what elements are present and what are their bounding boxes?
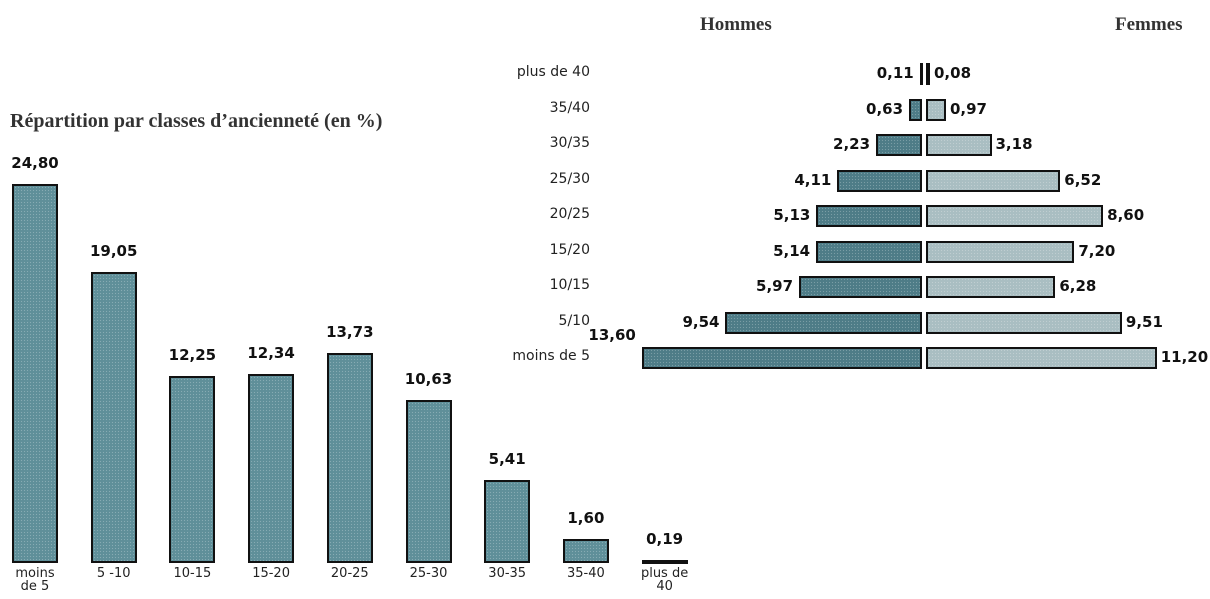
data-label: 12,34	[247, 344, 295, 363]
y-tick-label: 15/20	[549, 241, 590, 258]
bar	[926, 63, 930, 85]
data-label: 0,63	[866, 99, 904, 118]
data-label: 24,80	[11, 153, 59, 172]
bar	[725, 311, 922, 334]
data-label: 3,18	[995, 135, 1033, 153]
bar	[169, 375, 216, 563]
legend-entry: Hommes	[700, 14, 772, 35]
x-tick-label: 5 -10	[96, 566, 131, 581]
x-tick-label: 10-15	[173, 566, 212, 581]
x-tick-label: 25-30	[409, 566, 448, 581]
bar	[248, 374, 295, 563]
data-label: 11,20	[1160, 348, 1209, 366]
data-label: 19,05	[89, 241, 138, 260]
bar	[816, 205, 922, 227]
data-label: 9,54	[682, 312, 720, 331]
bar	[562, 538, 609, 563]
bar	[90, 271, 137, 563]
bar	[799, 276, 922, 298]
bar	[926, 240, 1075, 263]
bar	[926, 169, 1061, 192]
data-label: 6,52	[1064, 170, 1102, 189]
data-label: 10,63	[404, 370, 453, 389]
chart-title: Répartition par classes d’ancienneté (en…	[10, 110, 383, 132]
data-label: 12,25	[168, 345, 217, 364]
y-tick-label: 20/25	[549, 206, 590, 222]
y-tick-label: 10/15	[549, 277, 590, 293]
bar	[909, 98, 922, 121]
bar	[484, 480, 531, 563]
bar	[405, 400, 452, 563]
bar	[641, 347, 922, 369]
data-label: 13,60	[588, 326, 636, 344]
data-label: 13,73	[326, 322, 374, 341]
bar	[876, 134, 922, 156]
data-label: 1,60	[567, 508, 605, 527]
data-label: 2,23	[833, 135, 871, 153]
y-tick-label: 35/40	[549, 99, 590, 116]
bar	[926, 276, 1056, 298]
data-label: 7,20	[1078, 241, 1116, 260]
data-label: 5,14	[773, 241, 811, 260]
bar	[837, 169, 922, 192]
data-label: 5,97	[756, 277, 794, 295]
y-tick-label: 5/10	[558, 312, 590, 329]
bar	[926, 134, 992, 156]
bar	[641, 560, 688, 565]
bar	[326, 352, 373, 563]
y-tick-label: 30/35	[549, 135, 590, 151]
bar	[926, 311, 1122, 334]
bar	[919, 63, 924, 85]
bar	[816, 240, 922, 263]
data-label: 0,19	[646, 530, 684, 549]
x-tick-label: 20-25	[330, 566, 369, 581]
center-line	[923, 63, 925, 369]
x-tick-label: 30-35	[488, 566, 527, 581]
x-tick-label: plus de 40	[640, 566, 689, 594]
data-label: 0,08	[934, 64, 972, 82]
data-label: 0,11	[876, 64, 914, 82]
y-tick-label: moins de 5	[512, 348, 590, 364]
x-tick-label: moins de 5	[15, 566, 55, 594]
bar	[12, 183, 58, 563]
bar	[926, 347, 1157, 369]
data-label: 6,28	[1059, 277, 1097, 295]
y-tick-label: plus de 40	[516, 64, 590, 80]
bar	[926, 205, 1104, 227]
bar	[926, 98, 946, 121]
data-label: 5,41	[488, 450, 526, 469]
data-label: 4,11	[794, 170, 832, 189]
data-label: 8,60	[1107, 206, 1145, 224]
x-tick-label: 35-40	[567, 566, 605, 581]
legend-entry: Femmes	[1115, 14, 1183, 35]
data-label: 5,13	[773, 206, 811, 224]
y-tick-label: 25/30	[549, 170, 590, 187]
data-label: 0,97	[949, 99, 987, 118]
x-tick-label: 15-20	[252, 566, 290, 581]
data-label: 9,51	[1125, 312, 1163, 331]
